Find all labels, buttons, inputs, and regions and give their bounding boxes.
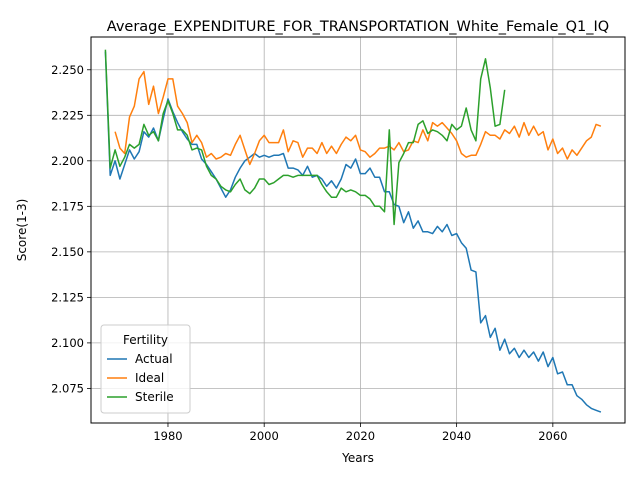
y-tick-label: 2.125 [51, 290, 84, 304]
series-line-ideal [114, 70, 602, 166]
x-tick-label: 1980 [153, 429, 182, 443]
y-tick-label: 2.075 [51, 381, 84, 395]
y-tick-label: 2.200 [51, 154, 84, 168]
legend-box [100, 324, 191, 414]
y-tick-label: 2.250 [51, 63, 84, 77]
series-line-sterile [104, 49, 506, 226]
legend-title: Fertility [123, 333, 168, 347]
y-tick-label: 2.100 [51, 336, 84, 350]
x-tick-label: 2040 [442, 429, 471, 443]
y-tick-label: 2.150 [51, 245, 84, 259]
plot-frame [90, 36, 626, 424]
x-tick-label: 2060 [538, 429, 567, 443]
legend-label: Sterile [135, 390, 174, 404]
y-tick-label: 2.225 [51, 108, 84, 122]
x-tick-label: 2000 [250, 429, 279, 443]
y-tick-label: 2.175 [51, 199, 84, 213]
legend: Fertility Actual Ideal Sterile [100, 324, 191, 414]
x-tick-label: 2020 [346, 429, 375, 443]
chart-title: Average_EXPENDITURE_FOR_TRANSPORTATION_W… [107, 19, 609, 35]
y-axis-label: Score(1-3) [15, 199, 29, 262]
x-axis: 1980 2000 2020 2040 2060 [153, 423, 567, 443]
legend-label: Ideal [135, 371, 164, 385]
legend-label: Actual [135, 352, 173, 366]
series-lines [104, 49, 602, 413]
x-axis-label: Years [341, 451, 374, 465]
y-axis: 2.075 2.100 2.125 2.150 2.175 2.200 2.225 2.250 [51, 63, 91, 395]
